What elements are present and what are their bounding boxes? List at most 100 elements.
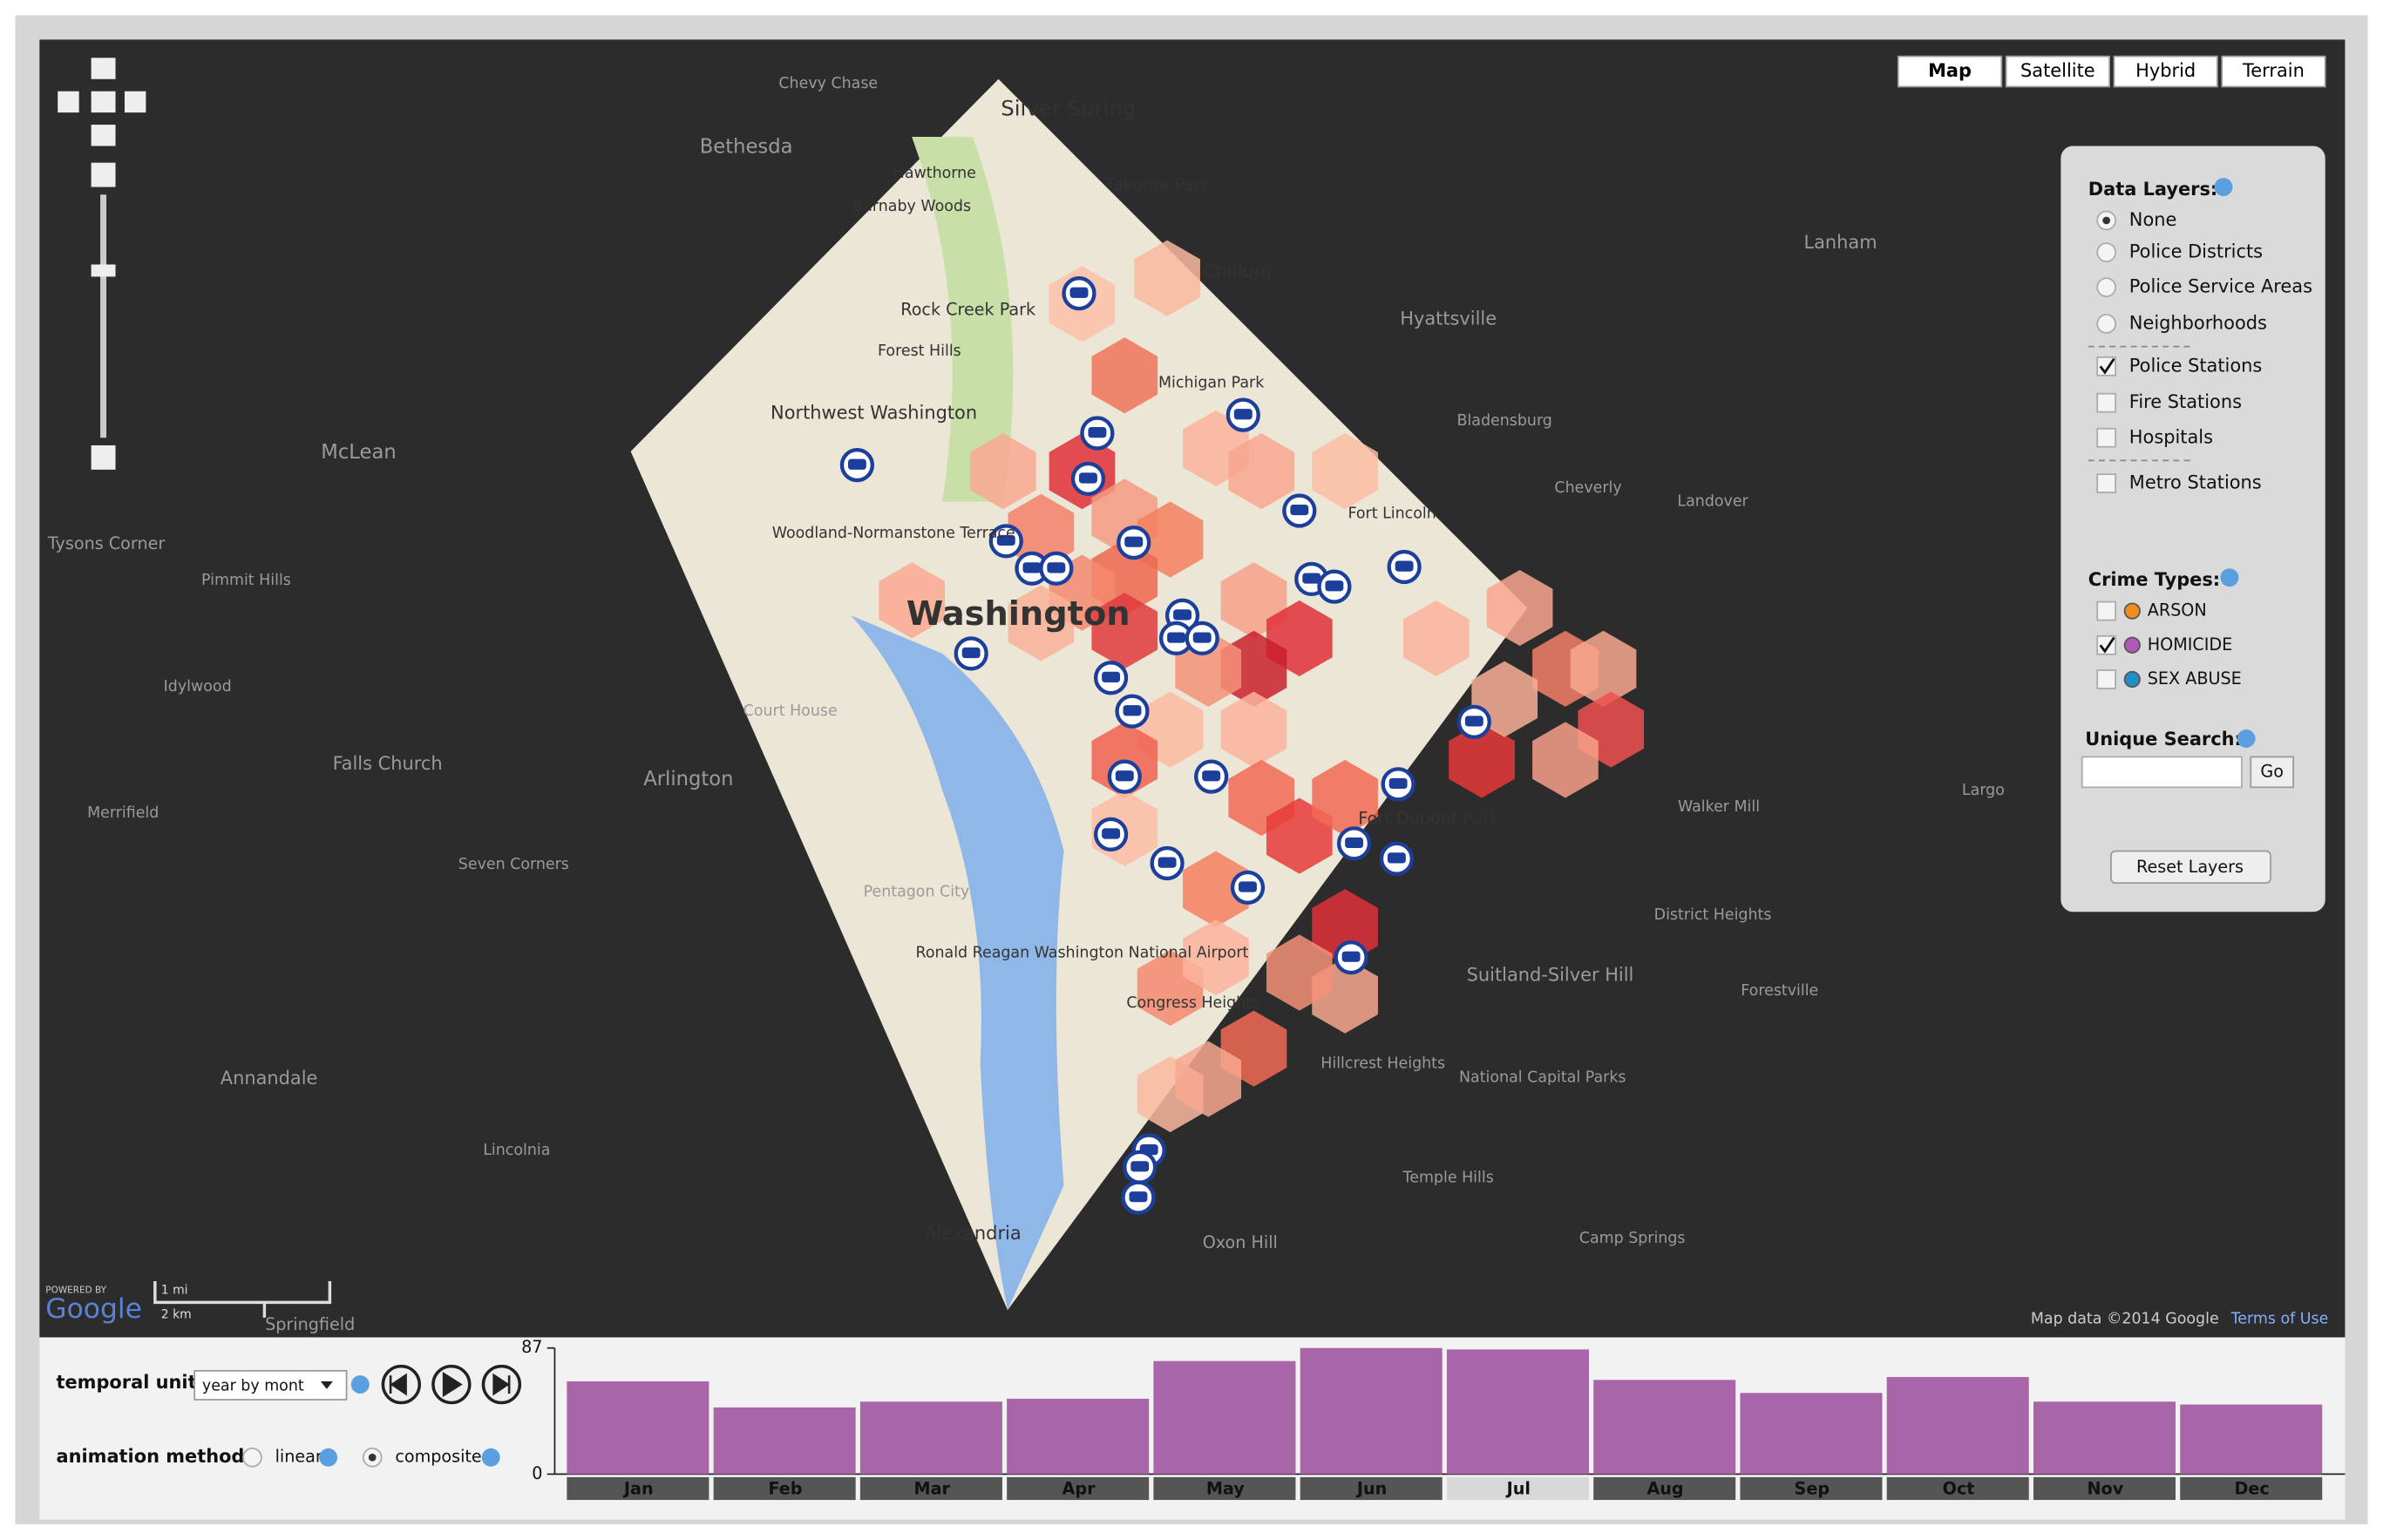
- map-label: Bladensburg: [1456, 412, 1551, 430]
- month-cell[interactable]: [1593, 1476, 1736, 1501]
- month-cell[interactable]: [1886, 1476, 2029, 1501]
- powered-by: POWERED BY: [45, 1285, 106, 1295]
- bar: [1593, 1380, 1736, 1475]
- select[interactable]: [193, 1369, 348, 1401]
- density-hex: [879, 562, 946, 639]
- density-hex: [1134, 240, 1200, 316]
- map-label: Takoma Park: [1104, 174, 1211, 194]
- panel-text: animation method:: [57, 1446, 252, 1467]
- x-tick-label: Feb: [769, 1478, 803, 1498]
- density-hex: [1449, 722, 1515, 798]
- map-type-button[interactable]: [2005, 55, 2111, 88]
- map-label: Fort Lincoln: [1348, 505, 1436, 522]
- density-hex: [969, 433, 1036, 510]
- density-hex: [1228, 433, 1295, 510]
- month-cell[interactable]: [1446, 1476, 1589, 1501]
- bar: [1300, 1347, 1443, 1475]
- panel-text: Hospitals: [2129, 426, 2213, 447]
- panel-text: Crime Types:: [2088, 569, 2220, 590]
- density-hex: [1091, 593, 1158, 669]
- radio[interactable]: [2096, 242, 2116, 262]
- map-type-label: Map: [1928, 60, 1972, 81]
- police-car: [1464, 716, 1483, 727]
- map-label: Falls Church: [333, 753, 443, 774]
- checkbox[interactable]: [2096, 392, 2116, 413]
- map-label: Springfield: [265, 1314, 355, 1334]
- terms-link: Terms of Use: [2230, 1311, 2329, 1328]
- player-icon: [389, 1373, 407, 1396]
- crime-color: [2123, 636, 2141, 654]
- bar: [1740, 1393, 1883, 1475]
- density-hex: [1008, 585, 1075, 661]
- bar: [859, 1401, 1002, 1475]
- map-label: Camp Springs: [1579, 1230, 1686, 1247]
- search-input[interactable]: [2081, 756, 2243, 789]
- map-label: Court House: [743, 702, 838, 720]
- month-cell[interactable]: [1153, 1476, 1296, 1501]
- police-car: [1115, 770, 1134, 782]
- radio[interactable]: [2096, 314, 2116, 334]
- panel-text: Fire Stations: [2129, 391, 2242, 412]
- police-car: [1088, 427, 1107, 438]
- map-label: Washington: [906, 594, 1130, 634]
- map-label: Northwest Washington: [771, 402, 977, 423]
- month-cell[interactable]: [2180, 1476, 2323, 1501]
- density-hex: [1486, 569, 1553, 647]
- month-cell[interactable]: [859, 1476, 1002, 1501]
- checkbox[interactable]: [2096, 427, 2116, 448]
- police-car: [1233, 409, 1253, 420]
- month-cell[interactable]: [1300, 1476, 1443, 1501]
- police-car: [1290, 504, 1309, 516]
- checkbox[interactable]: [2096, 669, 2116, 689]
- panel-text: Metro Stations: [2129, 472, 2262, 493]
- density-hex: [1402, 600, 1470, 677]
- radio[interactable]: [2096, 277, 2116, 297]
- month-cell[interactable]: [567, 1476, 709, 1501]
- month-cell[interactable]: [713, 1476, 856, 1501]
- nav-control[interactable]: [58, 58, 146, 470]
- park: [912, 137, 1014, 502]
- density-hex: [1266, 934, 1333, 1011]
- panel-text: Reset Layers: [2136, 857, 2244, 877]
- go-button[interactable]: [2250, 756, 2294, 789]
- help-icon: [481, 1448, 500, 1467]
- police-car: [1130, 1161, 1150, 1172]
- map-type-button[interactable]: [2113, 55, 2218, 88]
- map-label: Forestville: [1741, 982, 1818, 1000]
- checkbox[interactable]: [2096, 473, 2116, 493]
- police-car: [1069, 287, 1089, 298]
- police-car: [1022, 562, 1042, 573]
- map-label: Idylwood: [164, 678, 232, 695]
- map-label: Lanham: [1803, 232, 1877, 253]
- month-cell[interactable]: [1007, 1476, 1150, 1501]
- x-tick-label: Oct: [1943, 1478, 1975, 1498]
- map-type-button[interactable]: [2221, 55, 2326, 88]
- check: [2099, 357, 2115, 375]
- map-label: Alexandria: [924, 1223, 1022, 1244]
- bar: [1007, 1398, 1150, 1475]
- bar: [2033, 1401, 2176, 1475]
- x-tick-label: Apr: [1063, 1478, 1096, 1498]
- panel-text: HOMICIDE: [2148, 634, 2233, 655]
- bar: [1886, 1376, 2029, 1475]
- panel-text: Police Stations: [2129, 355, 2262, 376]
- police-car: [1388, 777, 1408, 790]
- month-cell[interactable]: [2033, 1476, 2176, 1501]
- checkbox[interactable]: [2096, 600, 2116, 621]
- map-label: Rock Creek Park: [900, 299, 1036, 319]
- month-cell[interactable]: [1740, 1476, 1883, 1501]
- radio[interactable]: [242, 1447, 262, 1468]
- google-logo: Google: [45, 1293, 142, 1325]
- density-hex: [1312, 759, 1378, 837]
- river: [851, 615, 1064, 1311]
- map-type-button[interactable]: [1897, 55, 2003, 88]
- map-label: Arlington: [643, 768, 733, 790]
- player-icon: [442, 1371, 463, 1398]
- map-label: Landover: [1677, 492, 1748, 510]
- police-car: [1102, 671, 1121, 682]
- x-tick-label: Aug: [1646, 1478, 1683, 1498]
- player-icon: [492, 1373, 511, 1396]
- reset-button[interactable]: [2110, 850, 2271, 885]
- police-car: [1341, 951, 1361, 962]
